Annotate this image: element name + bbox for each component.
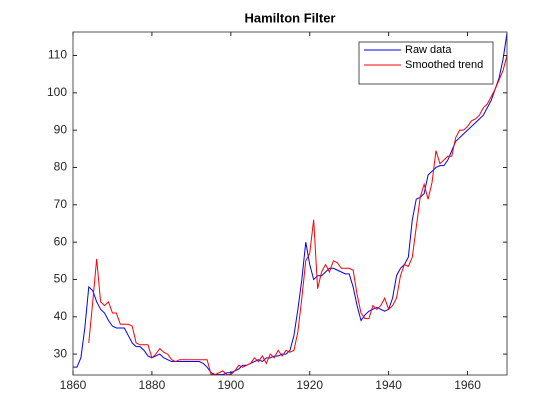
legend-label: Smoothed trend	[405, 59, 483, 71]
x-tick-label: 1860	[60, 378, 87, 392]
x-tick-label: 1880	[139, 378, 166, 392]
y-tick-label: 60	[54, 234, 68, 248]
x-tick-label: 1940	[375, 378, 402, 392]
y-tick-label: 30	[54, 346, 68, 360]
legend-label: Raw data	[405, 44, 452, 56]
data-line	[88, 55, 507, 375]
legend-box	[358, 41, 494, 85]
y-tick-label: 110	[48, 48, 67, 62]
y-tick-label: 70	[54, 197, 68, 211]
y-tick-label: 40	[54, 309, 68, 323]
x-tick-label: 1900	[217, 378, 244, 392]
y-tick-label: 80	[54, 160, 68, 174]
data-line	[73, 33, 507, 375]
axes-box	[72, 31, 508, 376]
plot-area	[73, 32, 507, 375]
x-tick-label: 1960	[454, 378, 481, 392]
y-tick-label: 50	[54, 272, 68, 286]
y-tick-label: 90	[54, 122, 68, 136]
chart-title: Hamilton Filter	[244, 10, 335, 25]
y-tick-label: 100	[47, 85, 67, 99]
x-tick-label: 1920	[296, 378, 323, 392]
